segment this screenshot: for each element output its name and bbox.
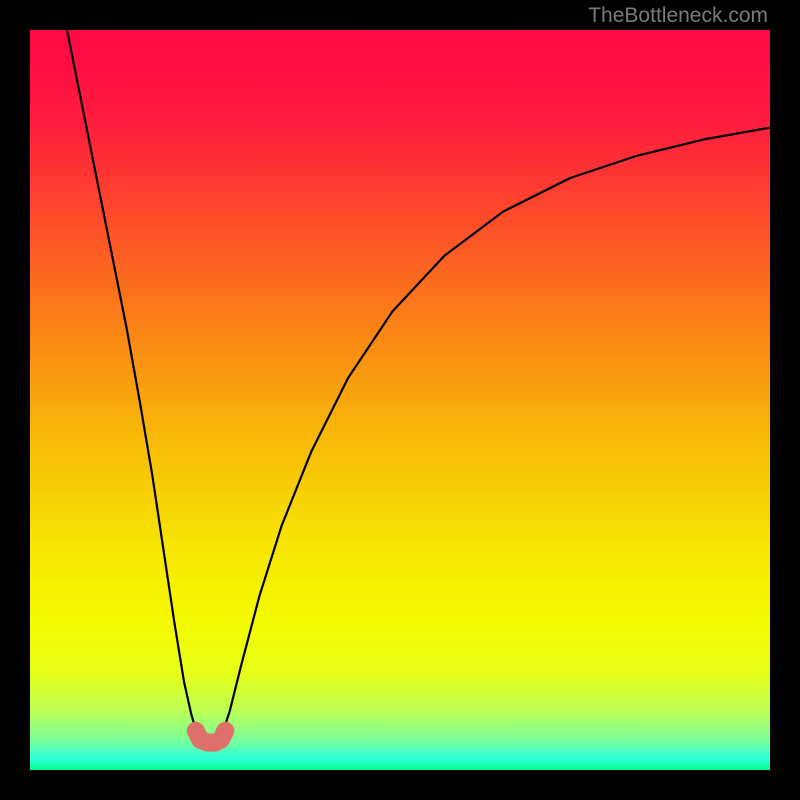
attribution-text: TheBottleneck.com [588,4,768,28]
chart-plot-area [30,30,770,770]
chart-background [30,30,770,770]
chart-svg [30,30,770,770]
